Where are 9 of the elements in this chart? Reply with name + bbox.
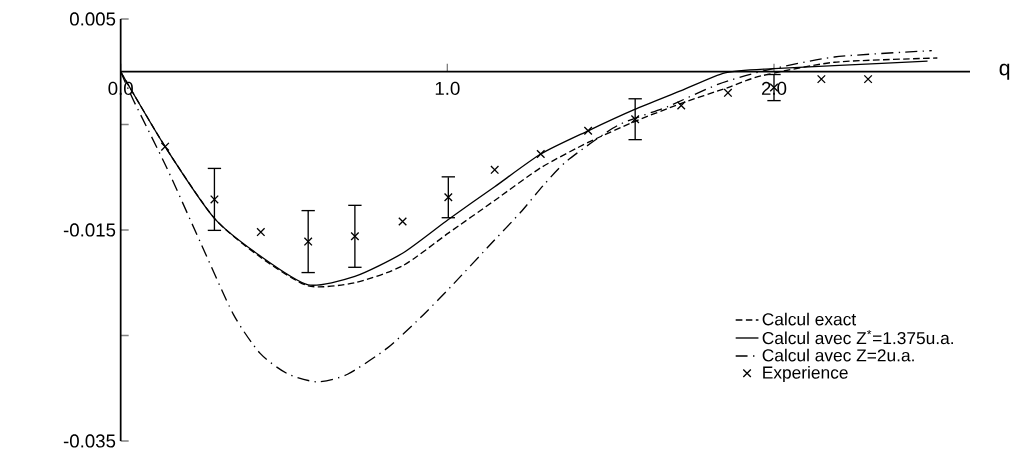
y-tick-label: 0.005	[69, 12, 116, 26]
legend-label: Experience	[763, 365, 848, 383]
legend-label: Calcul exact	[762, 312, 857, 326]
x-tick-label: 1.0	[435, 81, 460, 96]
y-tick-label: -0.035	[63, 434, 116, 448]
legend-label: Calcul avec Z=2u.a.	[762, 348, 914, 362]
legend-label: Calcul avec Z$^{*}$=1.375u.a.	[762, 329, 953, 345]
x-axis-title: q	[999, 63, 1010, 80]
y-tick-label: -0.015	[63, 223, 116, 237]
